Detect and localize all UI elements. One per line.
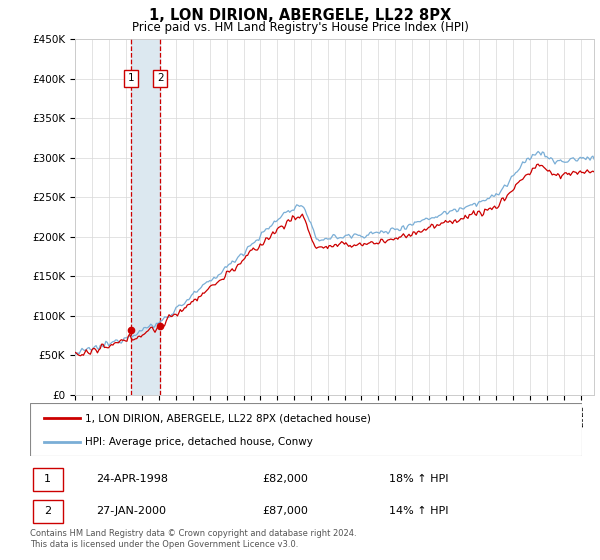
- Text: Price paid vs. HM Land Registry's House Price Index (HPI): Price paid vs. HM Land Registry's House …: [131, 21, 469, 34]
- FancyBboxPatch shape: [33, 468, 63, 491]
- Text: 1, LON DIRION, ABERGELE, LL22 8PX: 1, LON DIRION, ABERGELE, LL22 8PX: [149, 8, 451, 24]
- Text: 14% ↑ HPI: 14% ↑ HPI: [389, 506, 448, 516]
- Text: 1: 1: [44, 474, 51, 484]
- Text: 2: 2: [44, 506, 51, 516]
- FancyBboxPatch shape: [33, 500, 63, 522]
- Text: 18% ↑ HPI: 18% ↑ HPI: [389, 474, 448, 484]
- Text: 24-APR-1998: 24-APR-1998: [96, 474, 168, 484]
- Text: 1, LON DIRION, ABERGELE, LL22 8PX (detached house): 1, LON DIRION, ABERGELE, LL22 8PX (detac…: [85, 413, 371, 423]
- Text: Contains HM Land Registry data © Crown copyright and database right 2024.
This d: Contains HM Land Registry data © Crown c…: [30, 529, 356, 549]
- Text: £87,000: £87,000: [262, 506, 308, 516]
- Text: 1: 1: [127, 73, 134, 83]
- Text: 2: 2: [157, 73, 164, 83]
- Text: £82,000: £82,000: [262, 474, 308, 484]
- Text: HPI: Average price, detached house, Conwy: HPI: Average price, detached house, Conw…: [85, 436, 313, 446]
- FancyBboxPatch shape: [30, 403, 582, 456]
- Text: 27-JAN-2000: 27-JAN-2000: [96, 506, 166, 516]
- Bar: [131, 39, 160, 395]
